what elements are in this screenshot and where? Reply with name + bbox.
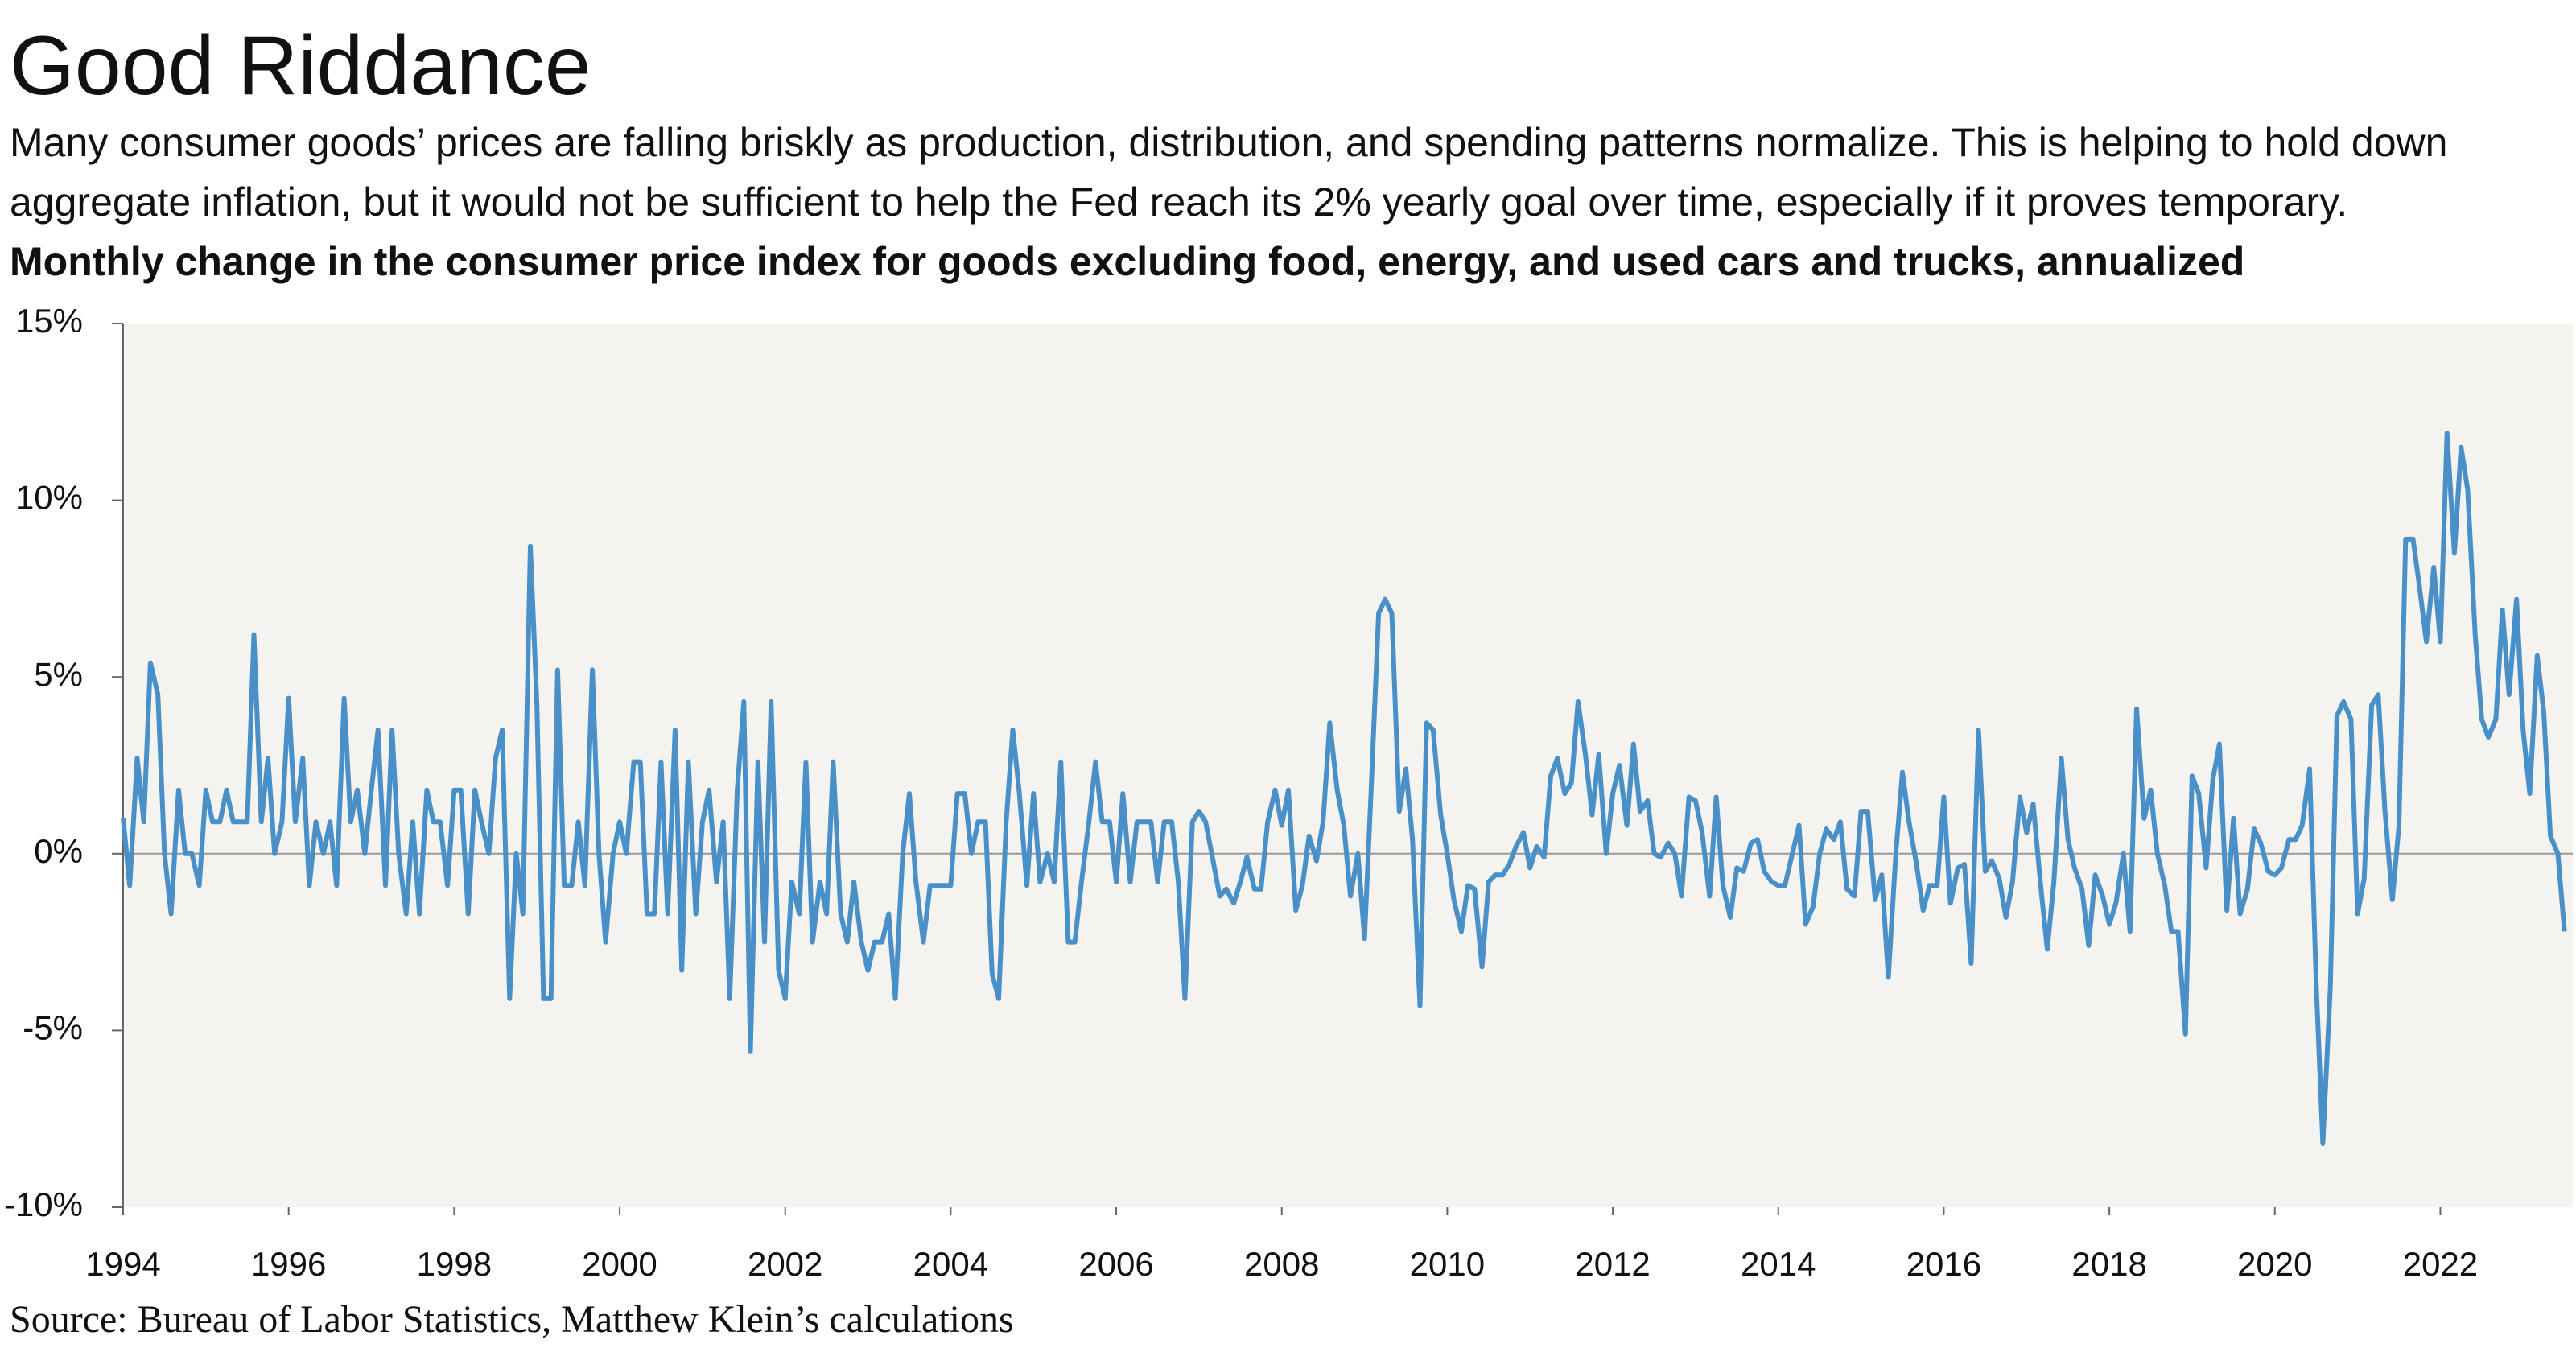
x-tick-label: 2014 [1741,1245,1816,1283]
y-tick-label: -10% [4,1185,83,1223]
x-tick-label: 2020 [2237,1245,2312,1283]
x-tick-label: 2000 [582,1245,657,1283]
x-tick-label: 2018 [2071,1245,2146,1283]
source: Source: Bureau of Labor Statistics, Matt… [10,1298,1014,1341]
y-tick-label: 15% [15,302,83,340]
plot-background [123,324,2573,1207]
title: Good Riddance [10,19,591,113]
x-tick-label: 2002 [748,1245,822,1283]
data-line [121,431,2567,1146]
x-tick-label: 1994 [85,1245,160,1283]
x-tick-label: 2004 [913,1245,988,1283]
x-tick-label: 1996 [251,1245,326,1283]
y-tick-label: 5% [34,655,83,693]
chart: -10% -5% 0% 5% 10% 15% 1994 1996 1998 2000 2002 200… [4,302,2573,1283]
subtitle: Many consumer goods’ prices are falling … [10,120,2448,225]
y-tick-label: -5% [23,1008,83,1046]
x-tick-label: 2022 [2403,1245,2478,1283]
y-tick-label: 10% [15,479,83,517]
x-tick-label: 2012 [1575,1245,1650,1283]
x-tick-label: 2010 [1410,1245,1485,1283]
x-tick-label: 2006 [1078,1245,1153,1283]
x-tick-label: 2016 [1906,1245,1981,1283]
x-tick-label: 2008 [1244,1245,1319,1283]
y-tick-label: 0% [34,832,83,870]
x-tick-label: 1998 [417,1245,492,1283]
chart-title: Monthly change in the consumer price ind… [10,239,2245,284]
